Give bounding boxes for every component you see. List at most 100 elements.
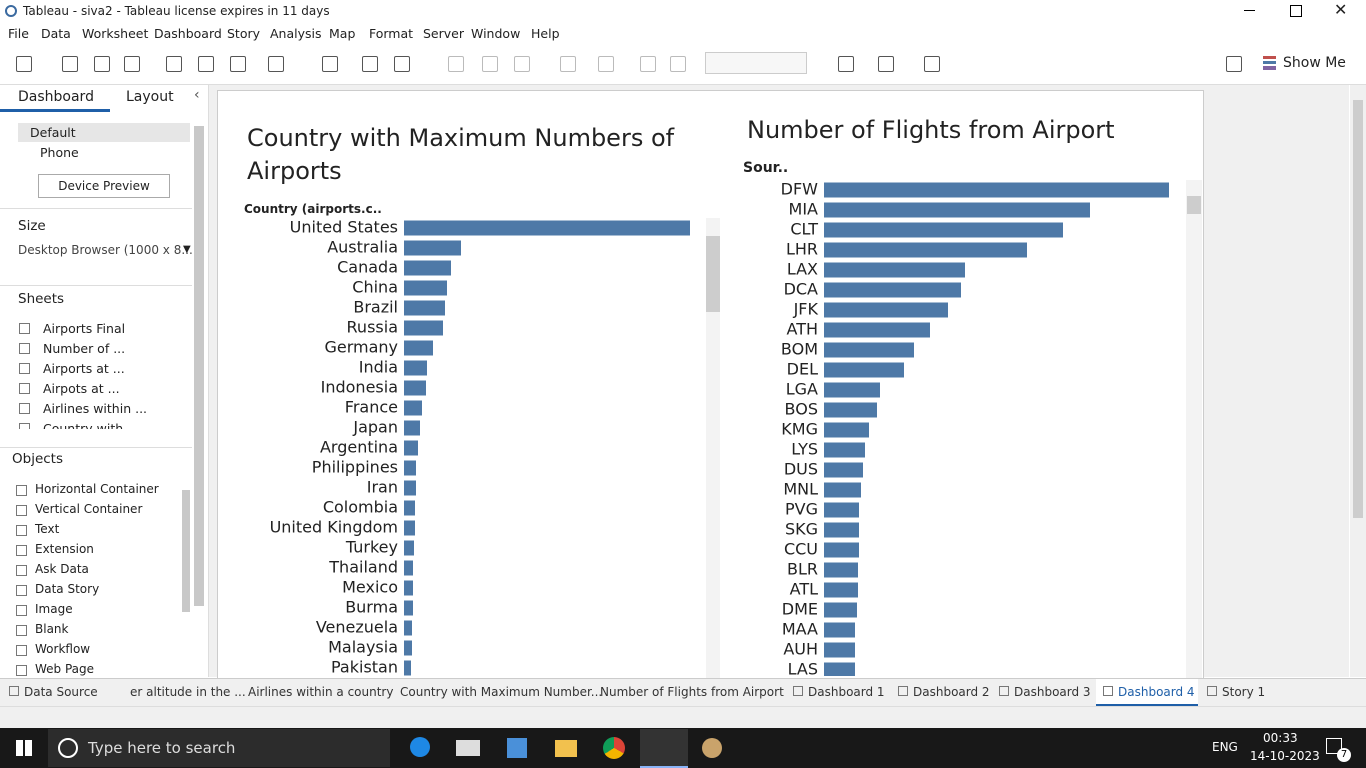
toolbar-icon[interactable]	[322, 56, 338, 72]
show-me-button[interactable]: Show Me	[1283, 55, 1346, 71]
menu-item[interactable]: Help	[531, 26, 560, 41]
edge-icon[interactable]	[410, 737, 430, 757]
sheet-tab[interactable]: Story 1	[1222, 685, 1266, 699]
object-item[interactable]: Data Story	[35, 582, 100, 596]
toolbar-icon[interactable]	[166, 56, 182, 72]
sheet-item[interactable]: Airports at ...	[43, 361, 125, 376]
toolbar-dropdown[interactable]	[705, 52, 807, 74]
menu-item[interactable]: Window	[471, 26, 521, 41]
object-icon	[16, 645, 27, 656]
tab-icon	[9, 686, 19, 696]
tab-icon	[1207, 686, 1217, 696]
menu-item[interactable]: Data	[41, 26, 71, 41]
toolbar-icon[interactable]	[598, 56, 614, 72]
explorer-icon[interactable]	[555, 740, 577, 757]
sheet-tab[interactable]: Airlines within a country	[248, 685, 394, 699]
toolbar-icon[interactable]	[16, 56, 32, 72]
object-item[interactable]: Workflow	[35, 642, 91, 656]
sheet-tab[interactable]: Dashboard 2	[913, 685, 990, 699]
sheet-tab[interactable]: Dashboard 3	[1014, 685, 1091, 699]
object-item[interactable]: Text	[35, 522, 60, 536]
clock-date[interactable]: 14-10-2023	[1250, 749, 1320, 763]
sheet-list: Airports Final Number of ... Airports at .…	[0, 318, 192, 429]
object-item[interactable]: Blank	[35, 622, 69, 636]
toolbar-icon[interactable]	[268, 56, 284, 72]
toolbar-icon[interactable]	[640, 56, 656, 72]
toolbar-icon[interactable]	[924, 56, 940, 72]
toolbar-icon[interactable]	[514, 56, 530, 72]
object-item[interactable]: Image	[35, 602, 73, 616]
clock-time[interactable]: 00:33	[1263, 731, 1298, 745]
device-item[interactable]: Phone	[40, 145, 79, 160]
menu-item[interactable]: Dashboard	[154, 26, 222, 41]
divider	[0, 208, 192, 209]
sheet-tab[interactable]: Dashboard 4	[1118, 685, 1195, 699]
close-button[interactable]: ✕	[1334, 0, 1348, 19]
menu-item[interactable]: Worksheet	[82, 26, 149, 41]
sheet-item[interactable]: Airpots at ...	[43, 381, 120, 396]
object-item[interactable]: Horizontal Container	[35, 482, 159, 496]
toolbar-icon[interactable]	[878, 56, 894, 72]
paint-icon[interactable]	[702, 738, 722, 758]
search-box[interactable]	[48, 729, 390, 767]
toolbar-icon[interactable]	[448, 56, 464, 72]
tableau-task[interactable]	[640, 729, 688, 768]
menu-item[interactable]: File	[8, 26, 29, 41]
chart-scrollbar[interactable]	[706, 218, 720, 678]
size-dropdown[interactable]: Desktop Browser (1000 x 8...	[18, 243, 193, 257]
mail-icon[interactable]	[456, 740, 480, 756]
toolbar-icon[interactable]	[362, 56, 378, 72]
object-icon	[16, 525, 27, 536]
object-item[interactable]: Extension	[35, 542, 94, 556]
sheet-item[interactable]: Number of ...	[43, 341, 126, 356]
toolbar-icon[interactable]	[230, 56, 246, 72]
minimize-button[interactable]	[1244, 10, 1255, 11]
collapse-button[interactable]: ‹	[194, 87, 200, 103]
toolbar-icon[interactable]	[124, 56, 140, 72]
sheet-item[interactable]: Country with	[43, 421, 124, 429]
device-item[interactable]: Default	[30, 125, 76, 140]
toolbar-icon[interactable]	[394, 56, 410, 72]
language[interactable]: ENG	[1212, 740, 1238, 754]
toolbar-icon[interactable]	[198, 56, 214, 72]
object-item[interactable]: Web Page	[35, 662, 95, 676]
page-scroll-thumb[interactable]	[1353, 100, 1363, 518]
toolbar-icon[interactable]	[560, 56, 576, 72]
sheet-tab[interactable]: Data Source	[24, 685, 98, 699]
sheet-tab[interactable]: er altitude in the ...	[130, 685, 246, 699]
toolbar-icon[interactable]	[94, 56, 110, 72]
sidebar-scrollbar[interactable]	[194, 126, 204, 606]
chart-scroll-thumb[interactable]	[706, 236, 720, 312]
device-preview-button[interactable]: Device Preview	[38, 174, 170, 198]
store-icon[interactable]	[507, 738, 527, 758]
chart-scrollbar[interactable]	[1186, 180, 1202, 678]
objects-scrollbar[interactable]	[182, 490, 190, 612]
restore-button[interactable]	[1290, 5, 1302, 17]
object-icon	[16, 665, 27, 676]
sheet-icon	[19, 403, 30, 414]
menu-item[interactable]: Format	[369, 26, 414, 41]
menu-item[interactable]: Story	[227, 26, 261, 41]
sheet-item[interactable]: Airlines within ...	[43, 401, 148, 416]
object-item[interactable]: Ask Data	[35, 562, 89, 576]
toolbar-icon[interactable]	[838, 56, 854, 72]
sidebar-tab[interactable]: Dashboard	[18, 89, 94, 105]
toolbar-icon[interactable]	[670, 56, 686, 72]
chart-scroll-thumb[interactable]	[1187, 196, 1201, 214]
sheet-tab[interactable]: Dashboard 1	[808, 685, 885, 699]
toolbar-icon[interactable]	[62, 56, 78, 72]
start-button[interactable]	[16, 740, 32, 756]
sheet-item[interactable]: Airports Final	[43, 321, 126, 336]
menu-item[interactable]: Analysis	[270, 26, 322, 41]
chrome-icon[interactable]	[603, 737, 625, 759]
toolbar-icon[interactable]	[482, 56, 498, 72]
sidebar-tab[interactable]: Layout	[126, 89, 174, 105]
menu-item[interactable]: Server	[423, 26, 464, 41]
notification-icon[interactable]	[1326, 738, 1342, 754]
sheet-tab[interactable]: Country with Maximum Number...	[400, 685, 603, 699]
object-item[interactable]: Vertical Container	[35, 502, 143, 516]
sheet-tab[interactable]: Number of Flights from Airport	[600, 685, 784, 699]
toolbar-icon[interactable]	[1226, 56, 1242, 72]
object-list: Horizontal Container Vertical Container Te…	[0, 479, 180, 677]
menu-item[interactable]: Map	[329, 26, 356, 41]
